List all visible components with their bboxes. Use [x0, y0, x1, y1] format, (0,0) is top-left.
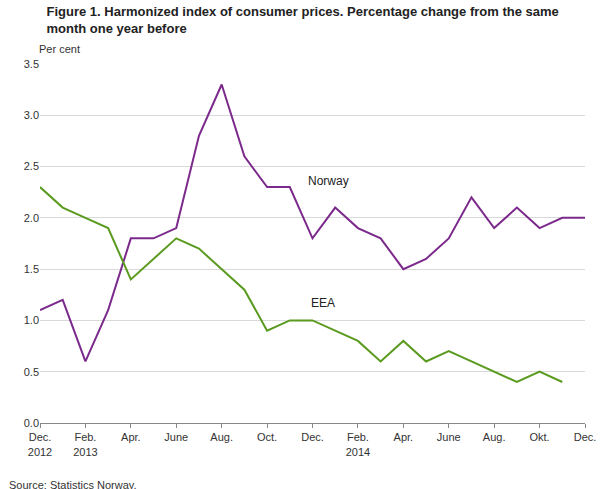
- svg-text:Source: Statistics Norway.: Source: Statistics Norway.: [9, 479, 137, 489]
- svg-text:June: June: [164, 431, 188, 443]
- svg-text:Norway: Norway: [308, 174, 349, 188]
- svg-text:Apr.: Apr.: [121, 431, 141, 443]
- svg-text:1.5: 1.5: [24, 263, 39, 275]
- svg-text:2.5: 2.5: [24, 160, 39, 172]
- svg-text:EEA: EEA: [311, 296, 335, 310]
- svg-text:Feb.2013: Feb.2013: [73, 431, 97, 457]
- svg-text:Aug.: Aug.: [210, 431, 233, 443]
- svg-text:Apr.: Apr.: [394, 431, 414, 443]
- svg-text:Dec.: Dec.: [301, 431, 324, 443]
- svg-text:3.5: 3.5: [24, 58, 39, 70]
- svg-text:0.5: 0.5: [24, 366, 39, 378]
- svg-text:Okt.: Okt.: [529, 431, 549, 443]
- svg-text:Per cent: Per cent: [39, 43, 80, 55]
- svg-text:Dec.: Dec.: [574, 431, 597, 443]
- svg-text:Dec.2012: Dec.2012: [28, 431, 52, 457]
- svg-text:Feb.2014: Feb.2014: [346, 431, 370, 457]
- svg-text:June: June: [437, 431, 461, 443]
- svg-text:Aug.: Aug.: [483, 431, 506, 443]
- svg-text:Figure 1. Harmonized index of: Figure 1. Harmonized index of consumer p…: [47, 4, 559, 36]
- svg-text:2.0: 2.0: [24, 212, 39, 224]
- svg-text:Oct.: Oct.: [257, 431, 277, 443]
- svg-text:0.0: 0.0: [24, 417, 39, 429]
- svg-text:1.0: 1.0: [24, 314, 39, 326]
- svg-text:3.0: 3.0: [24, 109, 39, 121]
